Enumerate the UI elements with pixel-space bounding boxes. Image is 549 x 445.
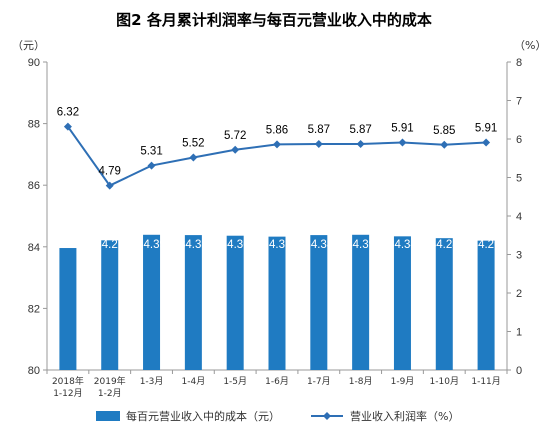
x-tick-label-line: 1-9月 bbox=[391, 376, 415, 387]
bar bbox=[393, 236, 411, 370]
line-point bbox=[189, 153, 198, 162]
bar bbox=[310, 235, 328, 370]
left-tick-label: 88 bbox=[28, 119, 40, 131]
bar bbox=[352, 234, 370, 370]
bar bbox=[435, 238, 453, 370]
left-tick-label: 84 bbox=[28, 242, 40, 254]
bar-data-label: 84.33 bbox=[263, 239, 292, 251]
plot-area: 80 82 84 86 88 90 0 1 2 3 4 5 6 7 8 2018年 1-12月 2019年 1-2月… bbox=[28, 57, 522, 399]
legend: 每百元营业收入中的成本（元） 营业收入利润率（%） bbox=[96, 409, 459, 423]
bar bbox=[184, 235, 202, 370]
x-tick-label-line: 1-10月 bbox=[430, 376, 459, 387]
x-tick-label-line: 1-5月 bbox=[223, 376, 247, 387]
bar bbox=[226, 235, 244, 370]
line-data-label: 5.86 bbox=[266, 124, 288, 136]
bar-data-label: 84.34 bbox=[388, 239, 417, 251]
line-data-label: 5.91 bbox=[391, 122, 413, 134]
right-tick-label: 3 bbox=[516, 250, 522, 262]
bar-data-label: 84.21 bbox=[95, 239, 124, 251]
bar-data-label: 84.38 bbox=[179, 239, 208, 251]
line-point bbox=[398, 138, 407, 147]
legend-line-marker bbox=[323, 412, 331, 420]
line-data-label: 6.32 bbox=[57, 107, 79, 119]
line-point bbox=[105, 181, 114, 190]
x-tick-label: 2018年 1-12月 bbox=[52, 375, 84, 399]
right-tick-label: 8 bbox=[516, 57, 522, 69]
bar-data-label: 84.39 bbox=[346, 239, 375, 251]
right-tick-label: 4 bbox=[516, 211, 522, 223]
x-tick-label-line: 2018年 bbox=[52, 375, 84, 387]
x-tick-label: 1-3月 bbox=[140, 376, 164, 387]
bar-data-label: 84.28 bbox=[430, 239, 459, 251]
line-point bbox=[147, 161, 156, 170]
legend-bar-swatch bbox=[96, 411, 120, 421]
line-point bbox=[231, 145, 240, 154]
right-tick-label: 6 bbox=[516, 134, 522, 146]
bar-data-label: 84.39 bbox=[137, 239, 166, 251]
x-tick-label: 1-10月 bbox=[430, 376, 459, 387]
right-tick-label: 0 bbox=[516, 365, 522, 377]
x-tick-label: 1-4月 bbox=[182, 376, 206, 387]
left-tick-label: 80 bbox=[28, 365, 40, 377]
line-point bbox=[356, 140, 365, 149]
line-data-label: 5.87 bbox=[308, 124, 330, 136]
x-tick-label: 1-6月 bbox=[265, 376, 289, 387]
x-tick-label: 2019年 1-2月 bbox=[94, 375, 126, 399]
bar-data-label: 84.36 bbox=[221, 239, 250, 251]
line-data-label: 4.79 bbox=[99, 166, 121, 178]
bar-data-label: 84.20 bbox=[472, 239, 501, 251]
x-tick-label: 1-5月 bbox=[223, 376, 247, 387]
x-tick-label-line: 2019年 bbox=[94, 375, 126, 387]
x-tick-label-line: 1-8月 bbox=[349, 376, 373, 387]
right-tick-label: 5 bbox=[516, 173, 522, 185]
left-tick-label: 90 bbox=[28, 57, 40, 69]
line-point bbox=[63, 122, 72, 131]
left-tick-label: 82 bbox=[28, 303, 40, 315]
bar-data-label: 84.38 bbox=[304, 239, 333, 251]
line-data-label: 5.85 bbox=[433, 125, 455, 137]
left-tick-label: 86 bbox=[28, 180, 40, 192]
x-tick-label-line: 1-6月 bbox=[265, 376, 289, 387]
legend-bar-label: 每百元营业收入中的成本（元） bbox=[126, 409, 280, 423]
legend-line-label: 营业收入利润率（%） bbox=[350, 409, 459, 423]
bar bbox=[101, 240, 119, 370]
chart-title: 图2 各月累计利润率与每百元营业收入中的成本 bbox=[116, 11, 432, 29]
line-point bbox=[482, 138, 491, 147]
x-tick-label: 1-8月 bbox=[349, 376, 373, 387]
x-tick-label: 1-11月 bbox=[471, 376, 500, 387]
line-point bbox=[440, 140, 449, 149]
x-tick-label-line: 1-7月 bbox=[307, 376, 331, 387]
line-data-label: 5.87 bbox=[349, 124, 371, 136]
right-tick-label: 1 bbox=[516, 327, 522, 339]
x-tick-label-line: 1-12月 bbox=[53, 388, 82, 399]
line-point bbox=[273, 140, 281, 149]
line-data-label: 5.72 bbox=[224, 130, 246, 142]
line-data-label: 5.91 bbox=[475, 122, 497, 134]
x-tick-label-line: 1-2月 bbox=[98, 388, 122, 399]
line-data-label: 5.31 bbox=[140, 146, 162, 158]
right-tick-label: 7 bbox=[516, 96, 522, 108]
bar bbox=[268, 236, 286, 370]
x-tick-label-line: 1-3月 bbox=[140, 376, 164, 387]
right-axis-unit: （%） bbox=[514, 39, 546, 52]
x-tick-label: 1-9月 bbox=[391, 376, 415, 387]
line-data-label: 5.52 bbox=[182, 137, 204, 149]
x-tick-label-line: 1-4月 bbox=[182, 376, 206, 387]
left-axis-unit: （元） bbox=[12, 39, 45, 52]
x-tick-label-line: 1-11月 bbox=[471, 376, 500, 387]
bar bbox=[59, 248, 77, 370]
x-tick-label: 1-7月 bbox=[307, 376, 331, 387]
right-tick-label: 2 bbox=[516, 288, 522, 300]
bar-data-label: 83.96 bbox=[54, 239, 83, 251]
line-point bbox=[314, 140, 323, 149]
bar bbox=[143, 234, 161, 370]
bar bbox=[477, 240, 495, 370]
